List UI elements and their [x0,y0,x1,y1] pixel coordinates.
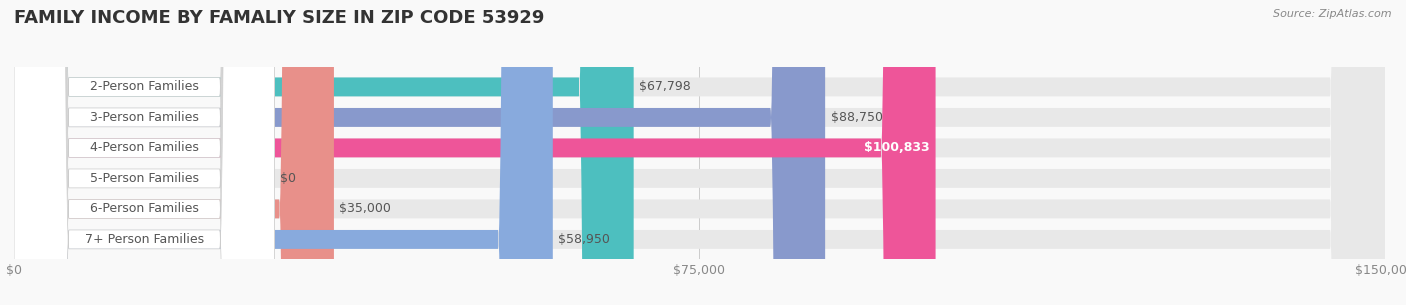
Text: Source: ZipAtlas.com: Source: ZipAtlas.com [1274,9,1392,19]
FancyBboxPatch shape [14,0,274,305]
FancyBboxPatch shape [14,0,1385,305]
FancyBboxPatch shape [14,0,553,305]
Text: $67,798: $67,798 [640,81,690,93]
Text: 5-Person Families: 5-Person Families [90,172,198,185]
Text: 2-Person Families: 2-Person Families [90,81,198,93]
FancyBboxPatch shape [14,0,274,305]
Text: 3-Person Families: 3-Person Families [90,111,198,124]
Text: 7+ Person Families: 7+ Person Families [84,233,204,246]
FancyBboxPatch shape [14,0,274,305]
FancyBboxPatch shape [14,0,935,305]
Text: $0: $0 [280,172,297,185]
FancyBboxPatch shape [14,0,1385,305]
FancyBboxPatch shape [14,0,274,305]
Text: 4-Person Families: 4-Person Families [90,142,198,154]
Text: $58,950: $58,950 [558,233,610,246]
FancyBboxPatch shape [14,0,1385,305]
FancyBboxPatch shape [14,0,634,305]
FancyBboxPatch shape [14,0,1385,305]
FancyBboxPatch shape [14,0,274,305]
FancyBboxPatch shape [14,0,1385,305]
FancyBboxPatch shape [14,0,274,305]
Text: FAMILY INCOME BY FAMALIY SIZE IN ZIP CODE 53929: FAMILY INCOME BY FAMALIY SIZE IN ZIP COD… [14,9,544,27]
Text: $100,833: $100,833 [865,142,931,154]
FancyBboxPatch shape [14,0,335,305]
Text: $35,000: $35,000 [339,203,391,215]
Text: 6-Person Families: 6-Person Families [90,203,198,215]
FancyBboxPatch shape [14,0,1385,305]
Text: $88,750: $88,750 [831,111,883,124]
FancyBboxPatch shape [14,0,825,305]
